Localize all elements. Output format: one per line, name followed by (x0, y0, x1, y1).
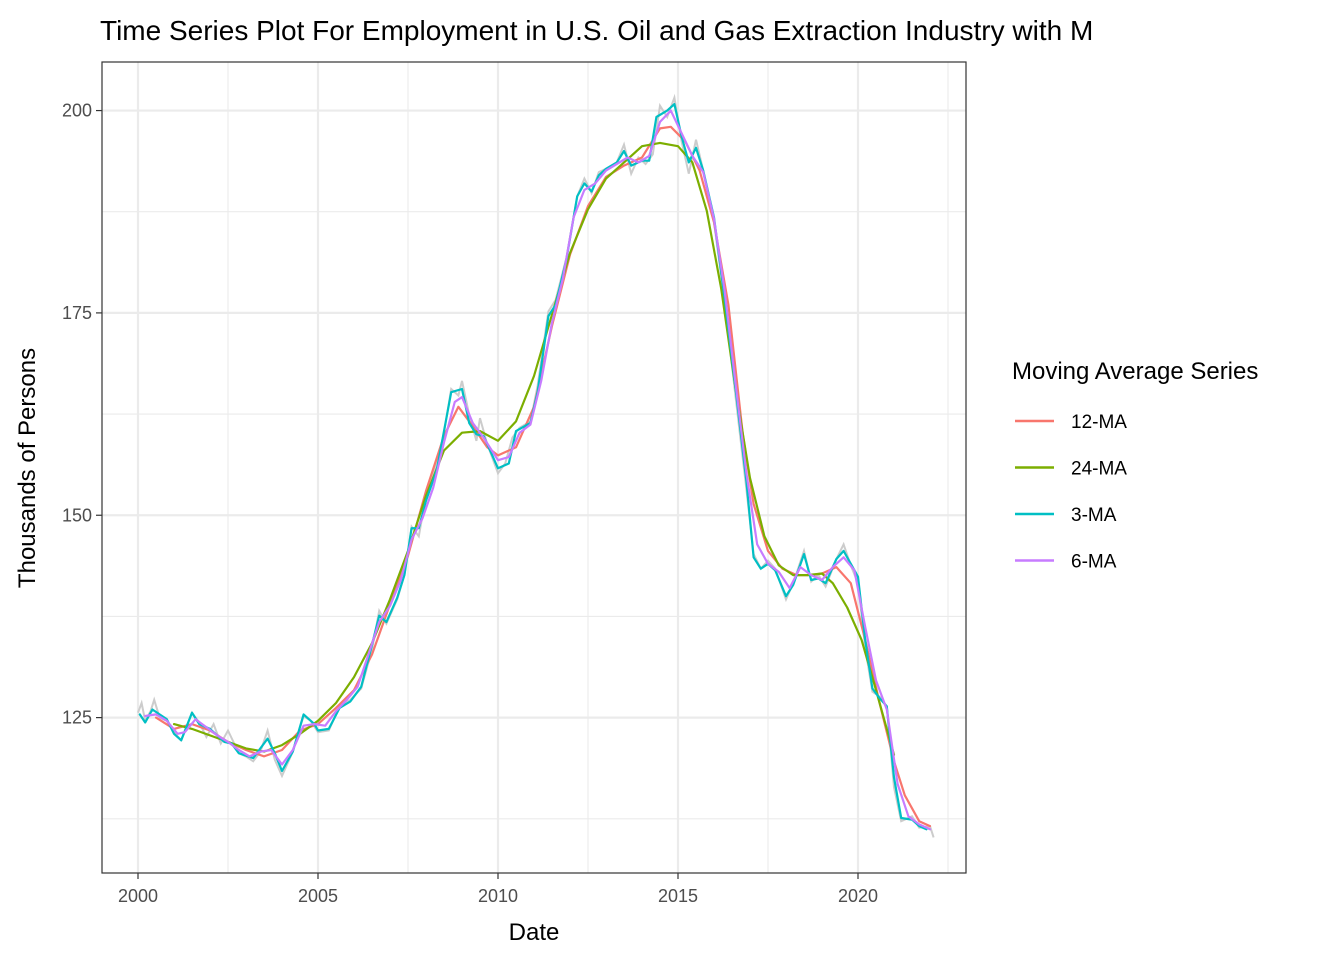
y-tick-label: 125 (62, 708, 92, 728)
legend-label-12-ma: 12-MA (1071, 412, 1127, 433)
panel-background (102, 62, 966, 873)
x-tick-label: 2015 (658, 886, 698, 906)
legend-label-3-ma: 3-MA (1071, 505, 1117, 526)
legend-entries: 12-MA 24-MA 3-MA 6-MA (1015, 412, 1127, 573)
minor-gridlines (102, 62, 966, 873)
major-gridlines (102, 62, 966, 873)
plot-panel (101, 61, 967, 874)
legend: Moving Average Series 12-MA 24-MA 3-MA 6-MA (1012, 358, 1258, 573)
y-tick-label: 175 (62, 303, 92, 323)
x-tick-label: 2020 (838, 886, 878, 906)
x-axis: 2000 2005 2010 2015 2020 (118, 873, 878, 906)
series-line-3-ma (138, 103, 928, 831)
series-layer (138, 103, 932, 831)
chart-title: Time Series Plot For Employment in U.S. … (100, 15, 1093, 46)
series-line-6-ma (144, 109, 932, 831)
y-axis: 125 150 175 200 (62, 101, 102, 728)
x-axis-title: Date (509, 919, 560, 946)
x-tick-label: 2000 (118, 886, 158, 906)
y-tick-label: 200 (62, 101, 92, 121)
legend-title: Moving Average Series (1012, 358, 1258, 385)
panel-border (101, 61, 967, 874)
x-tick-label: 2005 (298, 886, 338, 906)
y-axis-title: Thousands of Persons (14, 348, 41, 588)
legend-label-6-ma: 6-MA (1071, 552, 1117, 573)
x-tick-label: 2010 (478, 886, 518, 906)
y-tick-label: 150 (62, 505, 92, 525)
legend-label-24-ma: 24-MA (1071, 459, 1127, 480)
